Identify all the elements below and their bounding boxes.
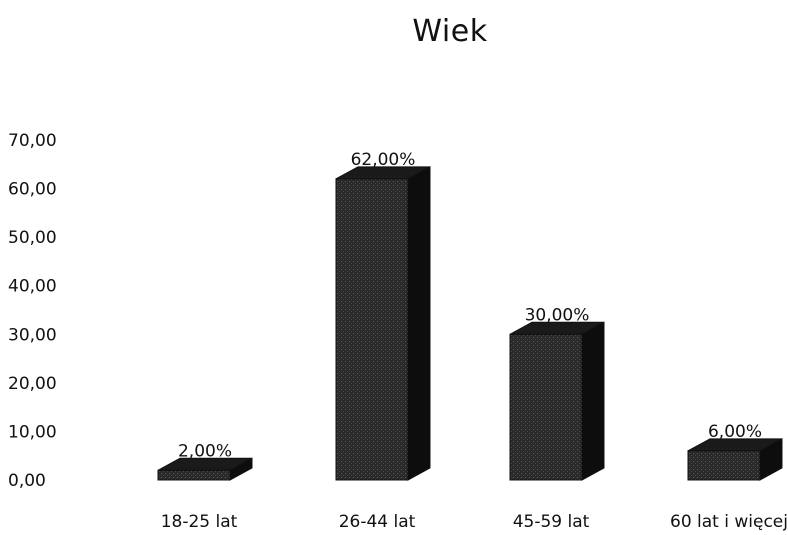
data-label: 30,00%: [525, 305, 590, 325]
data-label: 62,00%: [351, 150, 416, 170]
bars: 2,00% 62,00% 30,00% 6,00%: [157, 150, 783, 481]
x-axis: 18-25 lat 26-44 lat 45-59 lat 60 lat i więc…: [161, 512, 788, 532]
bar-side: [759, 438, 783, 481]
y-tick-label: 60,00: [8, 180, 57, 200]
y-tick-label: 20,00: [8, 374, 57, 394]
bar-side: [581, 321, 605, 481]
bar-front: [157, 469, 231, 481]
y-tick-label: 40,00: [8, 277, 57, 297]
x-category-label: 18-25 lat: [161, 512, 238, 532]
y-tick-label: 50,00: [8, 228, 57, 248]
data-label: 6,00%: [708, 422, 762, 442]
bar: [157, 457, 253, 481]
x-category-label: 60 lat i więcej: [670, 512, 788, 532]
data-label: 2,00%: [178, 441, 232, 461]
bar-side: [229, 457, 253, 481]
y-tick-label: 30,00: [8, 325, 57, 345]
bar-front: [687, 450, 761, 481]
chart-title: Wiek: [412, 14, 488, 49]
bar-front: [335, 178, 409, 481]
bar: [509, 321, 605, 481]
y-axis: 0,00 10,00 20,00 30,00 40,00 50,00 60,00 70,00: [8, 131, 57, 491]
y-tick-label: 10,00: [8, 422, 57, 442]
bar: [335, 166, 431, 481]
y-tick-label: 70,00: [8, 131, 57, 151]
x-category-label: 26-44 lat: [339, 512, 416, 532]
bar-side: [407, 166, 431, 481]
bar-front: [509, 333, 583, 481]
y-tick-label: 0,00: [8, 471, 46, 491]
bar: [687, 438, 783, 481]
x-category-label: 45-59 lat: [513, 512, 590, 532]
